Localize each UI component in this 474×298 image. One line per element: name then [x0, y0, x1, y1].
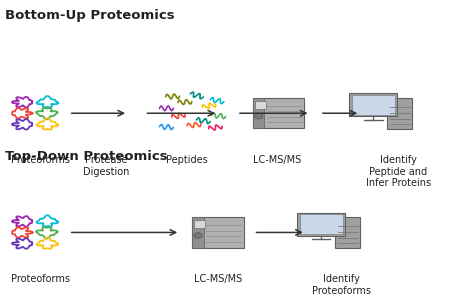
FancyBboxPatch shape	[352, 95, 395, 115]
FancyBboxPatch shape	[349, 93, 397, 116]
FancyBboxPatch shape	[253, 98, 264, 128]
Text: Protease
Digestion: Protease Digestion	[83, 155, 130, 176]
Text: Identify
Peptide and
Infer Proteins: Identify Peptide and Infer Proteins	[365, 155, 431, 188]
Text: Identify
Proteoforms: Identify Proteoforms	[312, 274, 371, 296]
FancyBboxPatch shape	[194, 220, 205, 228]
Text: Bottom-Up Proteomics: Bottom-Up Proteomics	[5, 9, 174, 22]
FancyBboxPatch shape	[335, 217, 360, 248]
Text: LC-MS/MS: LC-MS/MS	[253, 155, 301, 165]
FancyBboxPatch shape	[192, 217, 244, 248]
Text: LC-MS/MS: LC-MS/MS	[194, 274, 242, 284]
Text: Proteoforms: Proteoforms	[11, 274, 70, 284]
FancyBboxPatch shape	[300, 214, 343, 234]
FancyBboxPatch shape	[192, 217, 204, 248]
FancyBboxPatch shape	[255, 100, 266, 109]
Circle shape	[194, 233, 202, 238]
Text: Peptides: Peptides	[166, 155, 208, 165]
FancyBboxPatch shape	[297, 213, 345, 235]
Text: Top-Down Proteomics: Top-Down Proteomics	[5, 150, 167, 164]
FancyBboxPatch shape	[253, 98, 304, 128]
FancyBboxPatch shape	[387, 98, 412, 129]
Circle shape	[255, 114, 263, 119]
Text: Proteoforms: Proteoforms	[11, 155, 70, 165]
